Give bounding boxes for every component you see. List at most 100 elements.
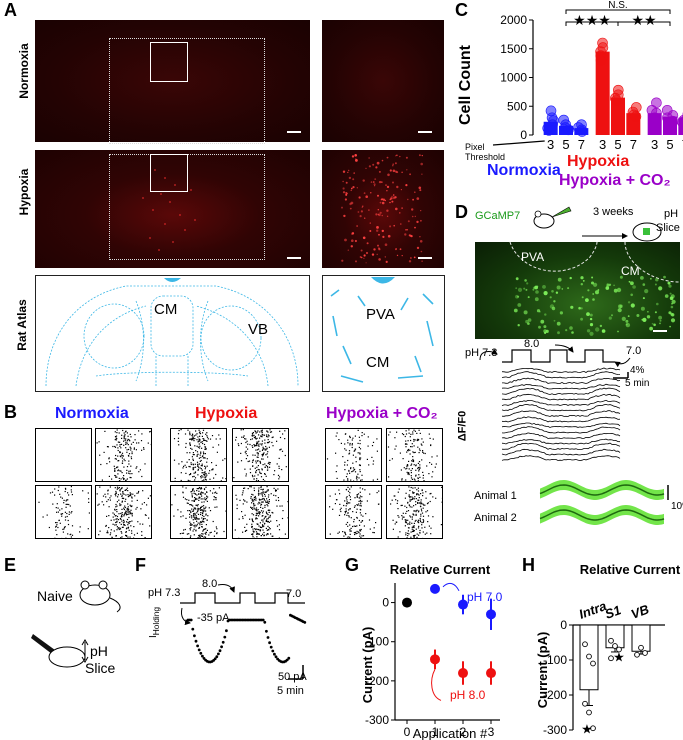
- h-point: [586, 653, 592, 660]
- h-data: ★★: [579, 624, 651, 736]
- g-data: [402, 582, 496, 701]
- binary-image-dots: [233, 429, 287, 482]
- animal-trace-band: [540, 505, 664, 525]
- f-current-point: [287, 656, 291, 660]
- c-ytick-label: 0: [520, 128, 527, 142]
- c-point: [563, 124, 574, 136]
- f-current-point: [303, 621, 307, 624]
- panel-label-e: E: [4, 555, 17, 575]
- animal-average-traces: [539, 480, 665, 525]
- binary-image-dots: [171, 486, 227, 540]
- g-xtick-label: 1: [432, 725, 439, 739]
- f-ph-low: 7.0: [286, 588, 302, 600]
- f-current-point: [194, 639, 198, 643]
- group-label-hypoxia-co2: Hypoxia + CO₂: [326, 405, 438, 422]
- animal-trace-mean: [539, 509, 665, 521]
- atlas-label-cm-zoom: CM: [366, 354, 390, 371]
- c-ytick-label: 1500: [500, 42, 527, 56]
- f-current-point: [193, 634, 196, 638]
- g-point: [402, 597, 412, 608]
- binary-image-dots: [329, 486, 380, 539]
- f-current-point: [265, 629, 268, 633]
- electrode-icon: [31, 634, 55, 654]
- binary-image-dots: [326, 429, 379, 483]
- d-ylabel: ΔF/F0: [456, 410, 469, 442]
- gcamp-label-cm: CM: [621, 264, 640, 278]
- mouse-icon: [533, 213, 555, 229]
- g-point: [430, 654, 440, 665]
- panel-label-a: A: [4, 0, 17, 20]
- h-point: [634, 651, 640, 658]
- binary-image-dots: [36, 429, 91, 481]
- g-ylabel: Current (pA): [360, 627, 375, 704]
- e-slice-label: Slice: [85, 660, 116, 676]
- c-point: [649, 112, 661, 124]
- g-axes: 0 -100 -200 -300 0 1 2 3: [365, 583, 500, 739]
- dff-trace-lines: [501, 367, 621, 462]
- f-current-point: [263, 620, 267, 624]
- e-schematic: [31, 580, 121, 668]
- g-label-ph70: pH 7.0: [467, 590, 503, 604]
- f-current-point: [197, 648, 201, 652]
- binary-image-dots: [387, 429, 438, 483]
- g-point: [486, 668, 496, 679]
- dff-trace: [501, 442, 621, 450]
- f-current-point: [218, 649, 222, 653]
- c-xtick-label: 3: [651, 137, 658, 152]
- h-point: [608, 637, 614, 644]
- f-current-point: [213, 657, 217, 661]
- g-xtick-label: 2: [460, 725, 467, 739]
- dff-trace: [501, 432, 621, 439]
- animal-scale: 10%: [671, 501, 683, 512]
- c-point: [543, 125, 555, 136]
- f-ylabel-sub: Holding: [151, 606, 161, 636]
- f-current-point: [221, 640, 225, 644]
- gcamp-label-pva: PVA: [521, 250, 545, 264]
- f-current-point: [271, 649, 275, 653]
- normoxia-zoom-image: [322, 20, 444, 142]
- f-current-point: [199, 651, 203, 655]
- c-xtick-label: 7: [682, 137, 683, 152]
- f-current-point: [215, 655, 219, 659]
- d-df-scale: 4%: [630, 365, 645, 376]
- f-ylabel-main: I: [148, 635, 159, 638]
- h-point: [582, 641, 588, 648]
- d-time-scale: 5 min: [625, 378, 650, 389]
- binary-image-dots: [173, 429, 227, 483]
- f-ylabel: IHolding: [148, 607, 161, 638]
- gcamp-label: GCaMP7: [475, 210, 521, 222]
- c-xtick-label: 3: [547, 137, 554, 152]
- d-ph-label: pH: [664, 208, 679, 220]
- binary-image: [170, 428, 227, 483]
- binary-image-dots: [390, 486, 444, 540]
- binary-image: [232, 485, 289, 540]
- dff-trace: [501, 438, 621, 445]
- d-ph-high: 8.0: [524, 338, 540, 350]
- rat-atlas-section: CM VB: [35, 275, 310, 392]
- f-current-point: [273, 652, 276, 656]
- dff-traces: [479, 344, 669, 525]
- c-group-normoxia: Normoxia: [487, 162, 561, 179]
- g-point: [458, 599, 468, 610]
- c-threshold-arrow: [492, 140, 545, 146]
- animal2-label: Animal 2: [474, 512, 517, 524]
- binary-image: [325, 485, 382, 539]
- c-ns-bracket: [565, 9, 671, 14]
- binary-image-dots: [96, 486, 151, 540]
- c-point: [576, 126, 588, 137]
- h-ytick-label: 0: [560, 618, 567, 632]
- f-current-point: [201, 654, 204, 658]
- g-ytick-label: -200: [365, 674, 389, 688]
- ph-step-protocol: [502, 349, 615, 363]
- roi-zoom-box: [150, 42, 188, 82]
- h-ylabel: Current (pA): [535, 632, 550, 709]
- f-current-point: [261, 618, 265, 622]
- c-ns-label: N.S.: [608, 0, 627, 11]
- c-group-hypoxia-co2: Hypoxia + CO₂: [559, 172, 671, 189]
- c-sig-bracket: [617, 21, 671, 26]
- hypoxia-cell-dots: [142, 169, 196, 251]
- binary-image: [325, 428, 382, 483]
- c-xtick-label: 3: [599, 137, 606, 152]
